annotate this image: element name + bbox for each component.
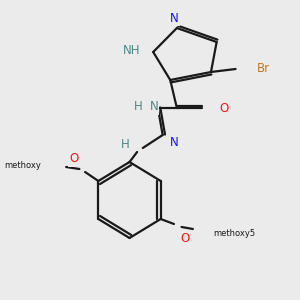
Text: H: H (134, 100, 143, 113)
Text: methoxy5: methoxy5 (214, 229, 256, 238)
Text: H: H (121, 137, 130, 151)
Text: N: N (170, 136, 179, 149)
Text: NH: NH (122, 44, 140, 56)
Text: methoxy: methoxy (5, 160, 41, 169)
Text: O: O (181, 232, 190, 245)
Text: Br: Br (256, 62, 270, 76)
Text: O: O (220, 101, 229, 115)
Text: O: O (69, 152, 78, 166)
Text: N: N (170, 11, 178, 25)
Text: N: N (149, 100, 158, 113)
